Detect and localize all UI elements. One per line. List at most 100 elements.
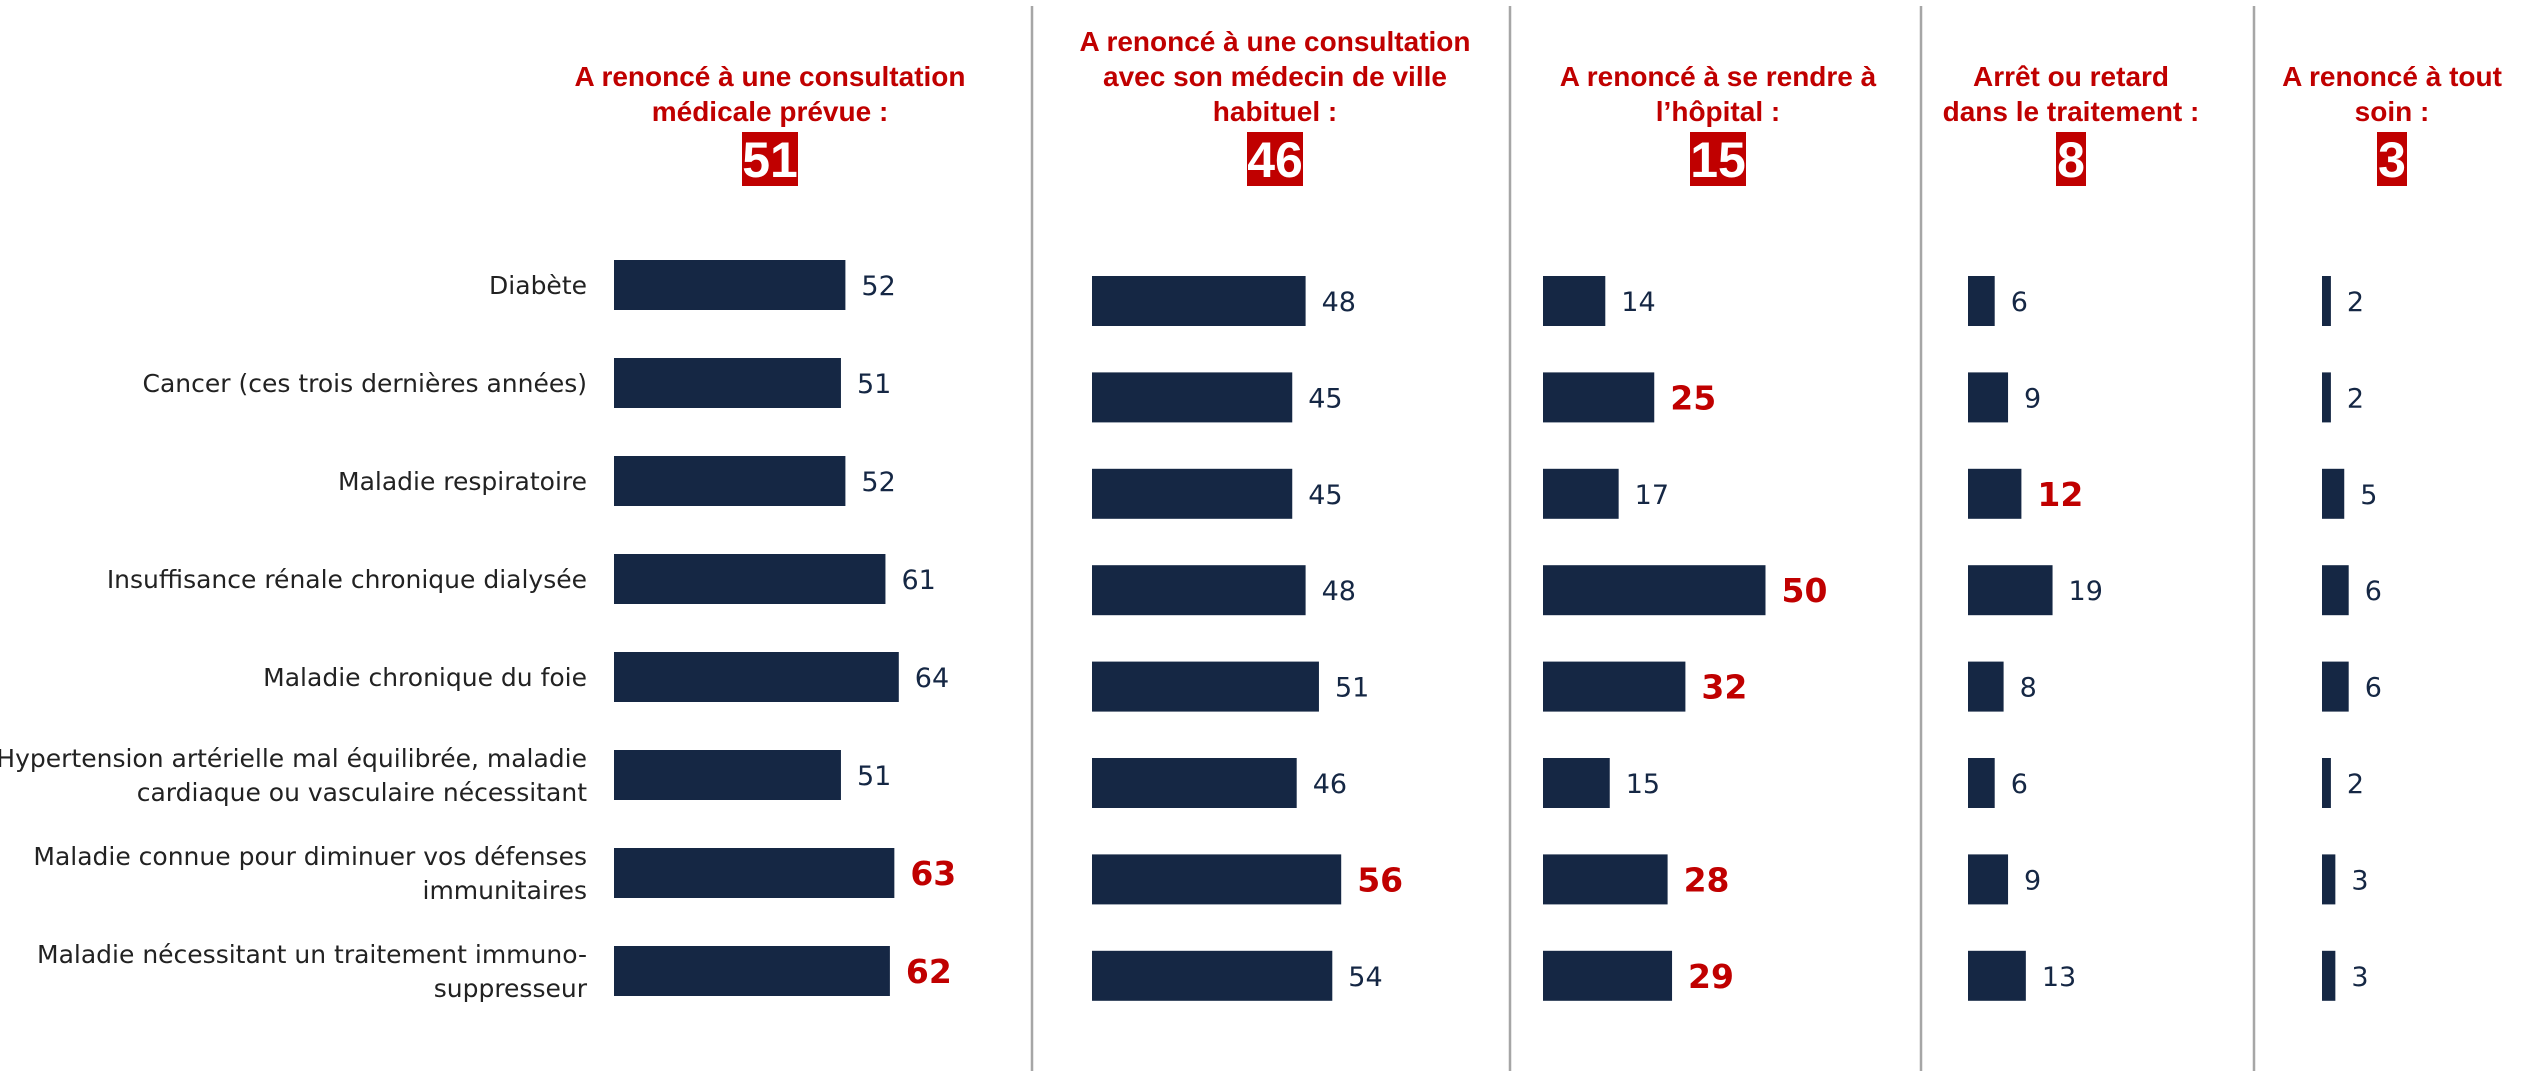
bar: [1968, 758, 1995, 808]
value-label: 51: [1335, 673, 1369, 704]
panel-title-1: médicale prévue :: [652, 96, 889, 127]
value-label: 5: [2360, 480, 2377, 511]
bar: [1092, 372, 1293, 423]
total-value-2: 46: [1247, 132, 1303, 188]
total-value-4: 8: [2057, 132, 2085, 188]
value-label: 48: [1322, 287, 1356, 318]
value-label: 52: [861, 271, 895, 302]
value-label: 15: [1626, 769, 1660, 800]
value-label: 50: [1782, 571, 1828, 610]
value-label: 52: [861, 467, 895, 498]
bar: [1092, 468, 1293, 519]
bar: [2322, 661, 2349, 712]
bar: [1543, 950, 1673, 1001]
total-value-5: 3: [2378, 132, 2406, 188]
category-label: immunitaires: [423, 876, 588, 905]
bar: [614, 848, 895, 898]
bar: [1543, 372, 1655, 423]
total-value-3: 15: [1690, 132, 1746, 188]
bar: [1968, 661, 2004, 712]
value-label: 3: [2351, 865, 2368, 896]
value-label: 14: [1621, 287, 1655, 318]
value-label: 13: [2042, 962, 2076, 993]
category-label: Maladie respiratoire: [338, 467, 587, 496]
value-label: 56: [1357, 860, 1403, 899]
value-label: 48: [1322, 576, 1356, 607]
bar: [2322, 372, 2331, 423]
category-label: Maladie chronique du foie: [263, 663, 587, 692]
bar: [1092, 758, 1297, 808]
total-badge-3: [1690, 132, 1746, 186]
bar: [1092, 276, 1306, 326]
total-badge-5: [2377, 132, 2407, 186]
value-label: 2: [2347, 287, 2364, 318]
value-label: 17: [1635, 480, 1669, 511]
total-value-1: 51: [742, 132, 798, 188]
value-label: 12: [2037, 475, 2083, 514]
value-label: 6: [2365, 673, 2382, 704]
panel-title-2: avec son médecin de ville: [1103, 61, 1447, 92]
category-label: Hypertension artérielle mal équilibrée, …: [0, 744, 587, 773]
bar: [614, 652, 899, 702]
total-badge-4: [2056, 132, 2086, 186]
value-label: 32: [1701, 668, 1747, 707]
bar: [1092, 950, 1333, 1001]
panel-title-2: A renoncé à une consultation: [1079, 26, 1470, 57]
bar: [2322, 950, 2336, 1001]
value-label: 6: [2011, 287, 2028, 318]
value-label: 28: [1684, 860, 1730, 899]
category-label: Insuffisance rénale chronique dialysée: [107, 565, 587, 594]
category-label: Cancer (ces trois dernières années): [143, 369, 587, 398]
bar: [1092, 854, 1342, 905]
value-label: 51: [857, 761, 891, 792]
bar: [614, 750, 841, 800]
bar: [2322, 565, 2349, 616]
bar: [1968, 276, 1995, 326]
value-label: 29: [1688, 957, 1734, 996]
bar: [1968, 372, 2009, 423]
category-label: cardiaque ou vasculaire nécessitant: [137, 778, 587, 807]
bar: [1968, 854, 2009, 905]
value-label: 3: [2351, 962, 2368, 993]
bar: [614, 260, 846, 310]
value-label: 9: [2024, 865, 2041, 896]
value-label: 6: [2365, 576, 2382, 607]
value-label: 19: [2069, 576, 2103, 607]
value-label: 8: [2020, 673, 2037, 704]
category-label: suppresseur: [434, 974, 588, 1003]
bar: [1543, 661, 1686, 712]
value-label: 61: [901, 565, 935, 596]
bar: [1543, 468, 1619, 519]
bar: [614, 358, 841, 408]
category-label: Maladie nécessitant un traitement immuno…: [37, 940, 587, 969]
bar: [1543, 276, 1606, 326]
bar: [2322, 468, 2345, 519]
value-label: 54: [1348, 962, 1382, 993]
bar: [614, 554, 886, 604]
panel-title-1: A renoncé à une consultation: [574, 61, 965, 92]
panel-title-4: Arrêt ou retard: [1973, 61, 2169, 92]
value-label: 9: [2024, 383, 2041, 414]
bar: [1968, 468, 2022, 519]
bar: [1968, 950, 2026, 1001]
category-label: Diabète: [489, 271, 587, 300]
bar: [614, 946, 890, 996]
panel-title-2: habituel :: [1213, 96, 1337, 127]
bar: [2322, 758, 2331, 808]
bar: [1543, 565, 1766, 616]
value-label: 63: [910, 854, 956, 893]
panel-title-5: A renoncé à tout: [2282, 61, 2502, 92]
value-label: 2: [2347, 383, 2364, 414]
category-label: Maladie connue pour diminuer vos défense…: [33, 842, 587, 871]
value-label: 45: [1308, 383, 1342, 414]
bar: [2322, 276, 2331, 326]
bar: [1543, 758, 1610, 808]
total-badge-2: [1247, 132, 1303, 186]
value-label: 62: [906, 952, 952, 991]
value-label: 45: [1308, 480, 1342, 511]
total-badge-1: [742, 132, 798, 186]
panel-title-3: l’hôpital :: [1656, 96, 1780, 127]
bar: [614, 456, 846, 506]
